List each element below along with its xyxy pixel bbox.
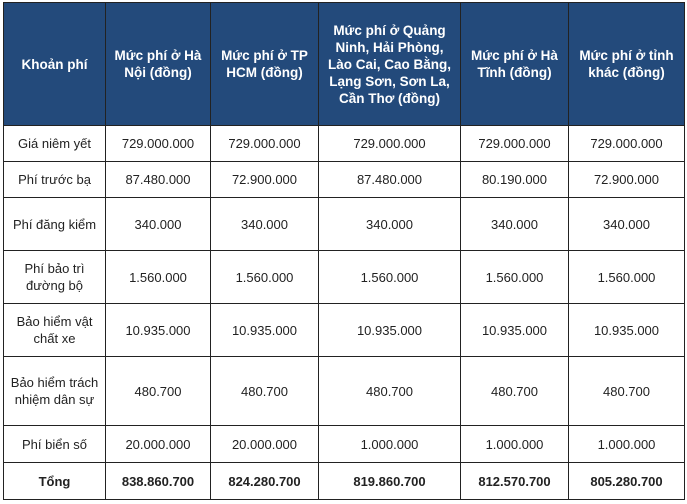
fee-value: 1.560.000 — [318, 250, 461, 304]
table-row: Bảo hiểm trách nhiệm dân sự 480.700 480.70… — [3, 356, 685, 426]
fee-value: 1.560.000 — [568, 250, 685, 304]
fee-value: 480.700 — [460, 356, 569, 426]
fee-value: 480.700 — [568, 356, 685, 426]
fee-value: 10.935.000 — [105, 303, 211, 357]
fee-value: 824.280.700 — [210, 462, 319, 500]
fee-value: 1.560.000 — [105, 250, 211, 304]
fee-value: 340.000 — [210, 197, 319, 251]
row-label: Giá niêm yết — [3, 125, 106, 162]
table-row: Phí trước bạ 87.480.000 72.900.000 87.480.0… — [3, 161, 685, 198]
header-item: Khoản phí — [3, 2, 106, 126]
fee-value: 480.700 — [105, 356, 211, 426]
fee-value: 87.480.000 — [318, 161, 461, 198]
header-hcm: Mức phí ở TP HCM (đồng) — [210, 2, 319, 126]
fee-value: 10.935.000 — [460, 303, 569, 357]
row-label: Phí biển số — [3, 425, 106, 463]
table-row: Phí biển số 20.000.000 20.000.000 1.000.000… — [3, 425, 685, 463]
fee-value: 819.860.700 — [318, 462, 461, 500]
fee-value: 480.700 — [318, 356, 461, 426]
fee-value: 729.000.000 — [318, 125, 461, 162]
fee-value: 838.860.700 — [105, 462, 211, 500]
header-hatinh: Mức phí ở Hà Tĩnh (đồng) — [460, 2, 569, 126]
fee-value: 729.000.000 — [105, 125, 211, 162]
fee-value: 10.935.000 — [568, 303, 685, 357]
table-row: Phí bảo trì đường bộ 1.560.000 1.560.000 1.… — [3, 250, 685, 304]
fee-value: 1.000.000 — [460, 425, 569, 463]
fee-value: 340.000 — [318, 197, 461, 251]
fee-value: 812.570.700 — [460, 462, 569, 500]
row-label: Phí đăng kiểm — [3, 197, 106, 251]
header-other: Mức phí ở tỉnh khác (đồng) — [568, 2, 685, 126]
fee-value: 1.560.000 — [460, 250, 569, 304]
fee-value: 20.000.000 — [210, 425, 319, 463]
total-row: Tổng 838.860.700 824.280.700 819.860.700 812… — [3, 462, 685, 500]
fee-value: 1.560.000 — [210, 250, 319, 304]
fee-value: 10.935.000 — [210, 303, 319, 357]
header-group-provinces: Mức phí ở Quảng Ninh, Hải Phòng, Lào Cai… — [318, 2, 461, 126]
table-row: Giá niêm yết 729.000.000 729.000.000 729.00… — [3, 125, 685, 162]
header-row: Khoản phí Mức phí ở Hà Nội (đồng) Mức ph… — [3, 2, 685, 126]
fee-value: 87.480.000 — [105, 161, 211, 198]
fee-value: 72.900.000 — [210, 161, 319, 198]
row-label: Bảo hiểm vật chất xe — [3, 303, 106, 357]
table-row: Bảo hiểm vật chất xe 10.935.000 10.935.000… — [3, 303, 685, 357]
table-row: Phí đăng kiểm 340.000 340.000 340.000 340.00… — [3, 197, 685, 251]
fee-value: 480.700 — [210, 356, 319, 426]
fee-value: 729.000.000 — [460, 125, 569, 162]
fee-value: 729.000.000 — [210, 125, 319, 162]
fee-value: 80.190.000 — [460, 161, 569, 198]
header-hanoi: Mức phí ở Hà Nội (đồng) — [105, 2, 211, 126]
fee-value: 72.900.000 — [568, 161, 685, 198]
row-label: Phí trước bạ — [3, 161, 106, 198]
row-label: Phí bảo trì đường bộ — [3, 250, 106, 304]
fee-value: 340.000 — [460, 197, 569, 251]
fee-value: 805.280.700 — [568, 462, 685, 500]
row-label: Tổng — [3, 462, 106, 500]
fee-value: 20.000.000 — [105, 425, 211, 463]
fee-value: 340.000 — [105, 197, 211, 251]
fee-value: 1.000.000 — [568, 425, 685, 463]
fee-value: 10.935.000 — [318, 303, 461, 357]
fee-value: 1.000.000 — [318, 425, 461, 463]
fee-value: 729.000.000 — [568, 125, 685, 162]
fee-value: 340.000 — [568, 197, 685, 251]
fee-table: Khoản phí Mức phí ở Hà Nội (đồng) Mức ph… — [3, 2, 685, 500]
row-label: Bảo hiểm trách nhiệm dân sự — [3, 356, 106, 426]
